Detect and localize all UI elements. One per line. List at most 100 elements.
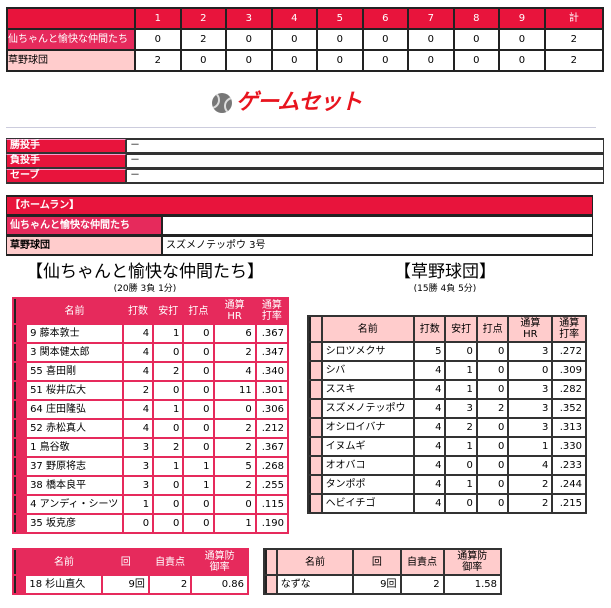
team-name: 仙ちゃんと愉快な仲間たち xyxy=(8,30,134,49)
inning-score: 0 xyxy=(272,51,317,70)
column-header-text: 名前 xyxy=(64,305,85,317)
stat-value: 0 xyxy=(477,419,508,436)
player-name: 1 鳥谷敬 xyxy=(27,439,122,456)
row-marker xyxy=(309,457,321,474)
row-marker xyxy=(309,381,321,398)
row-marker xyxy=(14,550,25,574)
homerun-value: スズメノテッポウ 3号 xyxy=(162,236,593,255)
column-header-text: 自責点 xyxy=(155,556,186,568)
pitcher-value: － xyxy=(126,169,604,183)
column-header-text: 打点 xyxy=(188,305,209,317)
table-row: オシロイバナ 4 2 0 3.313 xyxy=(309,419,585,436)
column-header-text: 名前 xyxy=(53,556,74,568)
stat-value: 3 xyxy=(123,477,153,494)
stat-value: .347 xyxy=(256,344,287,361)
column-header: 通算防御率 xyxy=(444,550,500,574)
stat-value: .282 xyxy=(553,381,585,398)
stat-value: .233 xyxy=(553,457,585,474)
stat-value: 3 xyxy=(509,419,552,436)
pitching-table-left: 名前 回 自責点 通算防御率 18 杉山直久 9回 2 0.86 xyxy=(12,548,249,595)
table-row: 51 桜井広大 2 0 0 11.301 xyxy=(14,382,287,399)
stat-value: 0 xyxy=(477,457,508,474)
stat-value: 4 xyxy=(415,457,445,474)
table-header: 名前 打数 安打 打点 通算HR 通算打率 xyxy=(309,317,585,341)
stat-value: .255 xyxy=(256,477,287,494)
table-row: 55 喜田剛 4 2 0 4.340 xyxy=(14,363,287,380)
column-header: 通算HR xyxy=(509,317,552,341)
stat-value: .367 xyxy=(256,439,287,456)
stat-value: 1 xyxy=(446,362,476,379)
stat-value: .313 xyxy=(553,419,585,436)
table-row: スズメノテッポウ 4 3 2 3.352 xyxy=(309,400,585,417)
stat-value: 0 xyxy=(154,344,183,361)
player-name: 38 橋本良平 xyxy=(27,477,122,494)
inning-score: 0 xyxy=(409,51,453,70)
table-row: 35 坂克彦 0 0 0 1.190 xyxy=(14,515,287,532)
player-name: オオバコ xyxy=(322,457,414,474)
table-row: 37 野原将志 3 1 1 5.268 xyxy=(14,458,287,475)
inning-score: 0 xyxy=(181,51,226,70)
baseball-icon xyxy=(212,93,232,113)
stat-value: 1 xyxy=(123,496,153,513)
stat-value: 0 xyxy=(154,515,183,532)
stat-value: 4 xyxy=(214,363,255,380)
stat-value: 4 xyxy=(415,381,445,398)
stat-value: 0 xyxy=(154,477,183,494)
stat-value: 4 xyxy=(415,438,445,455)
stat-value: 0 xyxy=(446,495,476,512)
stat-value: 4 xyxy=(415,400,445,417)
column-header: 通算HR xyxy=(214,299,255,323)
row-marker xyxy=(14,576,25,593)
stat-value: 0 xyxy=(509,362,552,379)
row-marker xyxy=(309,438,321,455)
stat-value: 5 xyxy=(415,343,445,360)
column-header-text: 打数 xyxy=(419,323,440,335)
column-header: 自責点 xyxy=(149,550,191,574)
column-header-text: 通算打率 xyxy=(559,318,580,340)
table-header: 名前 打数 安打 打点 通算HR 通算打率 xyxy=(14,299,287,323)
stat-value: 0 xyxy=(154,420,183,437)
table-row: 18 杉山直久 9回 2 0.86 xyxy=(14,576,247,593)
stat-value: 1 xyxy=(184,477,213,494)
stat-value: 3 xyxy=(509,400,552,417)
stat-value: 2 xyxy=(509,476,552,493)
inning-header: 7 xyxy=(409,9,453,28)
row-marker xyxy=(14,382,26,399)
stat-value: 0 xyxy=(154,382,183,399)
stat-value: 4 xyxy=(123,420,153,437)
divider xyxy=(6,127,596,128)
pitcher-value: － xyxy=(126,139,604,153)
pitcher-label: 負投手 xyxy=(6,154,126,168)
stat-value: 0 xyxy=(184,401,213,418)
stat-value: 0 xyxy=(214,401,255,418)
stat-value: 3 xyxy=(509,381,552,398)
stat-value: .190 xyxy=(256,515,287,532)
scoreboard-row: 草野球団 2 0 0 0 0 0 0 0 0 2 xyxy=(8,51,602,70)
table-row: 1 鳥谷敬 3 2 0 2.367 xyxy=(14,439,287,456)
column-header-text: 通算HR xyxy=(520,318,541,340)
stat-value: 0 xyxy=(184,439,213,456)
player-name: 37 野原将志 xyxy=(27,458,122,475)
inning-score: 0 xyxy=(500,30,544,49)
scoreboard: 1 2 3 4 5 6 7 8 9 計仙ちゃんと愉快な仲間たち 0 2 0 0 0 0 0 0 0 2 草野球団 2 0 0 0… xyxy=(6,7,604,72)
stat-value: 0 xyxy=(214,496,255,513)
player-name: 52 赤松真人 xyxy=(27,420,122,437)
stat-value: 0 xyxy=(446,457,476,474)
player-name: 51 桜井広大 xyxy=(27,382,122,399)
row-marker xyxy=(14,299,26,323)
player-name: ススキ xyxy=(322,381,414,398)
stat-value: .115 xyxy=(256,496,287,513)
player-name: 4 アンディ・シーツ xyxy=(27,496,122,513)
stat-value: .309 xyxy=(553,362,585,379)
table-row: ヘビイチゴ 4 0 0 2.215 xyxy=(309,495,585,512)
stat-value: 1 xyxy=(154,401,183,418)
table-row: 38 橋本良平 3 0 1 2.255 xyxy=(14,477,287,494)
stat-value: 0 xyxy=(446,343,476,360)
column-header: 名前 xyxy=(27,299,122,323)
player-name: オシロイバナ xyxy=(322,419,414,436)
inning-header: 1 xyxy=(136,9,180,28)
column-header: 通算防御率 xyxy=(192,550,247,574)
stat-value: 0 xyxy=(154,496,183,513)
inning-score: 2 xyxy=(181,30,226,49)
